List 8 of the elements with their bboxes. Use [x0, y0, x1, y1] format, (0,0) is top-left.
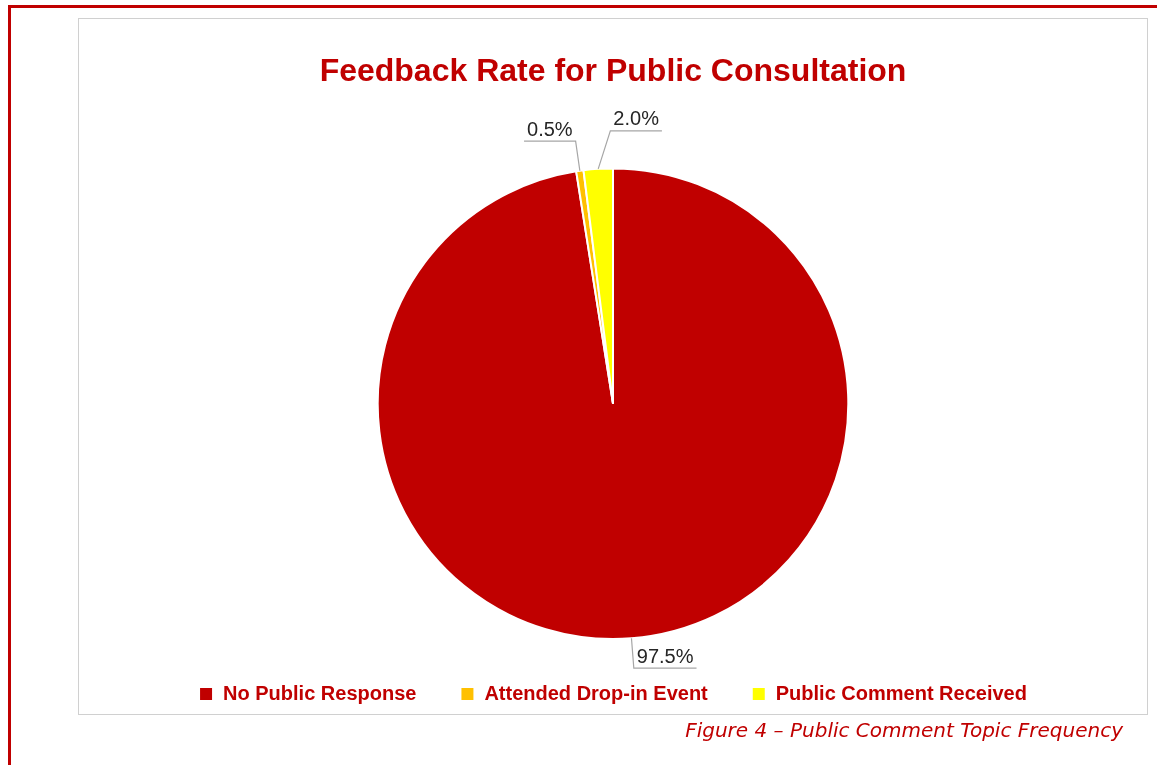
legend-label: No Public Response: [223, 681, 417, 704]
legend-label: Attended Drop-in Event: [484, 681, 709, 704]
legend-label: Public Comment Received: [775, 681, 1027, 704]
data-label: 0.5%: [527, 117, 573, 140]
chart-title: Feedback Rate for Public Consultation: [319, 52, 907, 89]
data-label: 97.5%: [636, 644, 694, 667]
caption: Figure 4 – Public Comment Topic Frequency: [685, 718, 1123, 742]
data-label: 2.0%: [613, 107, 660, 130]
